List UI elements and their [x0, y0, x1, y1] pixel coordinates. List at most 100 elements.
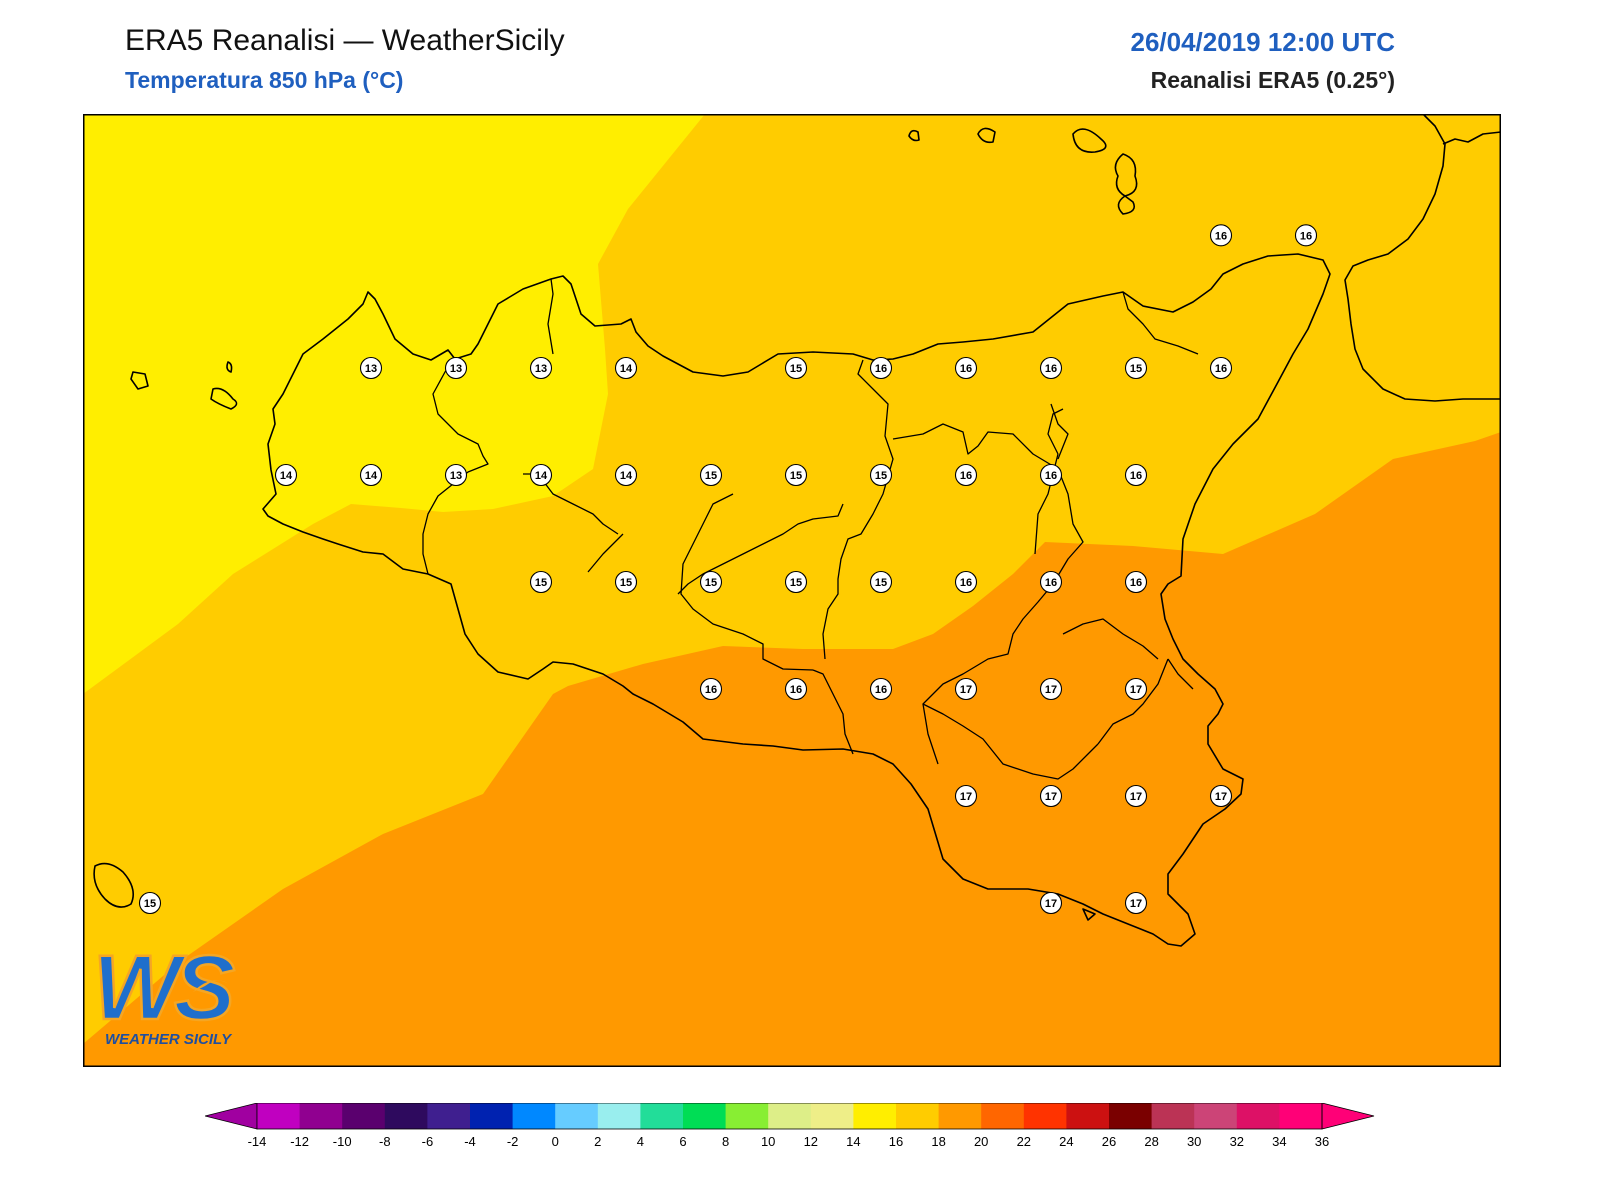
station-circle: [954, 463, 978, 487]
station-circle: [1039, 463, 1063, 487]
station-circle: [1124, 891, 1148, 915]
station-value: 14: [535, 470, 548, 482]
station-circle: [1039, 891, 1063, 915]
station-marker: 15: [869, 463, 893, 487]
station-circle: [274, 463, 298, 487]
colorbar-cell: [1023, 1103, 1067, 1129]
map-frame: [83, 114, 1501, 1067]
station-value: 13: [450, 470, 462, 482]
station-circle: [614, 570, 638, 594]
station-marker: 15: [529, 570, 553, 594]
station-circle: [869, 677, 893, 701]
colorbar-tick-label: -8: [379, 1134, 391, 1149]
station-value: 15: [790, 577, 802, 589]
station-circle: [1209, 356, 1233, 380]
station-value: 17: [960, 791, 972, 803]
station-values: 13 13 13 14 15 16 16 16 15 16 16 16 14 14 13 14 14 15 15 15…: [138, 224, 1318, 915]
station-value: 15: [705, 470, 717, 482]
temperature-map: 13 13 13 14 15 16 16 16 15 16 16 16 14 14 13 14 14 15 15 15…: [83, 114, 1501, 1067]
station-circle: [614, 463, 638, 487]
station-marker: 16: [1039, 570, 1063, 594]
colorbar-cells: [205, 1103, 1375, 1130]
station-circle: [359, 463, 383, 487]
station-circle: [869, 356, 893, 380]
station-marker: 15: [1124, 356, 1148, 380]
station-value: 16: [1215, 230, 1227, 242]
station-value: 17: [1045, 684, 1057, 696]
station-value: 15: [144, 898, 156, 910]
station-marker: 16: [1294, 224, 1318, 247]
colorbar-cell: [1151, 1103, 1195, 1129]
station-circle: [1124, 784, 1148, 808]
station-marker: 16: [954, 356, 978, 380]
station-marker: 17: [1039, 891, 1063, 915]
colorbar-cell: [1279, 1103, 1323, 1129]
colorbar-cell: [725, 1103, 769, 1129]
station-value: 14: [365, 470, 378, 482]
station-marker: 17: [1209, 784, 1233, 808]
map-title: ERA5 Reanalisi — WeatherSicily: [125, 24, 565, 57]
colorbar-tick-label: 30: [1187, 1134, 1201, 1149]
colorbar-tick-label: 0: [552, 1134, 559, 1149]
colorbar-extend-high: [1321, 1103, 1375, 1130]
station-value: 14: [620, 470, 633, 482]
station-value: 13: [535, 363, 547, 375]
colorbar-cell: [640, 1103, 684, 1129]
station-marker: 17: [954, 677, 978, 701]
station-marker: 17: [1039, 677, 1063, 701]
colorbar-tick-label: 8: [722, 1134, 729, 1149]
station-value: 14: [620, 363, 633, 375]
colorbar-cell: [981, 1103, 1025, 1129]
station-value: 17: [1045, 791, 1057, 803]
station-circle: [1294, 224, 1318, 247]
colorbar-cell: [342, 1103, 386, 1129]
station-marker: 14: [614, 463, 638, 487]
station-value: 15: [1130, 363, 1142, 375]
colorbar-tick-label: 14: [846, 1134, 860, 1149]
station-marker: 15: [614, 570, 638, 594]
station-marker: 15: [784, 356, 808, 380]
colorbar-tick-label: 22: [1017, 1134, 1031, 1149]
station-marker: 16: [869, 677, 893, 701]
colorbar-tick-label: 4: [637, 1134, 644, 1149]
station-circle: [444, 356, 468, 380]
colorbar-cell: [427, 1103, 471, 1129]
colorbar-cell: [938, 1103, 982, 1129]
station-circle: [869, 570, 893, 594]
colorbar-tick-label: 2: [594, 1134, 601, 1149]
map-subtitle: Temperatura 850 hPa (°C): [125, 67, 404, 93]
colorbar-tick-label: 26: [1102, 1134, 1116, 1149]
station-marker: 17: [954, 784, 978, 808]
station-marker: 13: [444, 356, 468, 380]
station-value: 15: [705, 577, 717, 589]
station-marker: 16: [954, 570, 978, 594]
station-marker: 16: [1209, 356, 1233, 380]
colorbar: -14 -12 -10 -8 -6 -4 -2 0 2 4 6 8 10 12 14 16 18 20 22 24 26…: [205, 1103, 1375, 1149]
station-value: 17: [960, 684, 972, 696]
weather-sicily-logo: WS WEATHER SICILY: [92, 936, 242, 1048]
station-marker: 13: [359, 356, 383, 380]
station-marker: 16: [784, 677, 808, 701]
station-marker: 15: [699, 570, 723, 594]
colorbar-extend-low: [205, 1103, 258, 1130]
station-value: 17: [1130, 791, 1142, 803]
colorbar-cell: [1109, 1103, 1153, 1129]
station-circle: [1124, 463, 1148, 487]
station-value: 15: [620, 577, 632, 589]
colorbar-tick-label: 34: [1272, 1134, 1286, 1149]
station-value: 15: [875, 470, 887, 482]
station-value: 15: [875, 577, 887, 589]
station-value: 16: [875, 363, 887, 375]
station-circle: [1039, 677, 1063, 701]
station-circle: [784, 570, 808, 594]
colorbar-tick-label: 18: [931, 1134, 945, 1149]
station-circle: [784, 463, 808, 487]
station-circle: [1039, 784, 1063, 808]
station-value: 16: [1215, 363, 1227, 375]
station-value: 16: [705, 684, 717, 696]
station-circle: [1039, 570, 1063, 594]
station-marker: 15: [699, 463, 723, 487]
band-12-14: [83, 114, 705, 694]
logo-bird-icon: [193, 980, 229, 992]
station-circle: [444, 463, 468, 487]
